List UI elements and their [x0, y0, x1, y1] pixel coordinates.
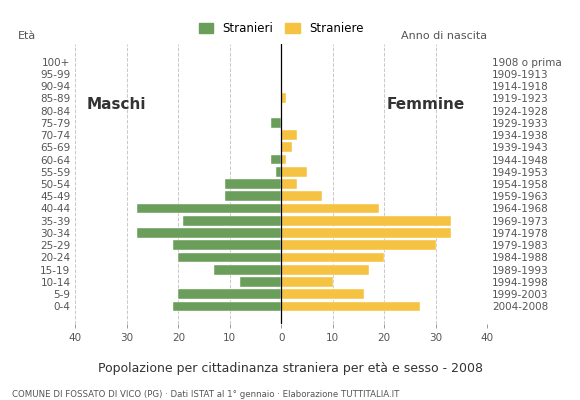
Legend: Stranieri, Straniere: Stranieri, Straniere — [199, 22, 364, 35]
Bar — [281, 302, 420, 311]
Bar — [281, 179, 297, 189]
Bar — [281, 265, 369, 274]
Bar — [178, 290, 281, 299]
Bar — [173, 302, 281, 311]
Bar — [137, 228, 281, 238]
Text: Età: Età — [18, 31, 36, 41]
Bar — [281, 216, 451, 226]
Bar — [240, 277, 281, 287]
Bar — [281, 142, 292, 152]
Bar — [137, 204, 281, 213]
Bar — [281, 277, 333, 287]
Bar — [215, 265, 281, 274]
Bar — [281, 130, 297, 140]
Bar — [224, 192, 281, 201]
Bar — [183, 216, 281, 226]
Text: Anno di nascita: Anno di nascita — [401, 31, 487, 41]
Text: COMUNE DI FOSSATO DI VICO (PG) · Dati ISTAT al 1° gennaio · Elaborazione TUTTITA: COMUNE DI FOSSATO DI VICO (PG) · Dati IS… — [12, 390, 399, 399]
Bar — [173, 240, 281, 250]
Bar — [281, 204, 379, 213]
Text: Femmine: Femmine — [386, 97, 465, 112]
Bar — [281, 290, 364, 299]
Text: Popolazione per cittadinanza straniera per età e sesso - 2008: Popolazione per cittadinanza straniera p… — [97, 362, 483, 375]
Text: Maschi: Maschi — [87, 97, 146, 112]
Bar — [281, 253, 384, 262]
Bar — [271, 118, 281, 128]
Bar — [271, 155, 281, 164]
Bar — [224, 179, 281, 189]
Bar — [281, 192, 322, 201]
Bar — [281, 240, 436, 250]
Bar — [281, 155, 287, 164]
Bar — [276, 167, 281, 176]
Bar — [281, 167, 307, 176]
Bar — [178, 253, 281, 262]
Bar — [281, 94, 287, 103]
Bar — [281, 228, 451, 238]
